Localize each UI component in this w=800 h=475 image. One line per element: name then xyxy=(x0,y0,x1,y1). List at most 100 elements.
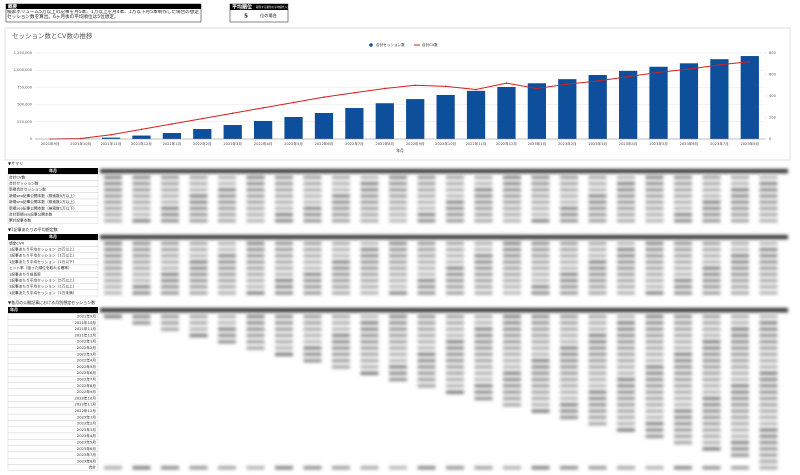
blurred-cell xyxy=(531,266,550,270)
blurred-cell xyxy=(246,241,265,245)
blurred-cell xyxy=(645,359,664,363)
blurred-cell xyxy=(617,340,635,344)
blurred-header xyxy=(100,308,788,313)
blurred-cell xyxy=(674,365,692,369)
blurred-cell xyxy=(218,241,236,245)
x-tick-label: 2022年7月 xyxy=(345,141,364,146)
blurred-cell xyxy=(702,254,721,258)
blurred-cell xyxy=(218,285,236,289)
blurred-cell xyxy=(702,333,721,338)
blurred-cell xyxy=(531,359,550,363)
blurred-cell xyxy=(645,415,664,419)
blurred-cell xyxy=(218,248,236,252)
blurred-cell xyxy=(474,194,493,198)
blurred-cell xyxy=(417,352,436,356)
blurred-cell xyxy=(303,279,322,283)
blurred-cell xyxy=(189,321,208,325)
blurred-cell xyxy=(617,182,635,186)
blurred-cell xyxy=(560,194,578,198)
blurred-cell xyxy=(132,272,151,276)
blurred-cell xyxy=(360,188,379,192)
row-label: 合計セッション数 xyxy=(9,181,39,186)
blurred-cell xyxy=(531,279,550,283)
blurred-cell xyxy=(246,279,265,283)
blurred-cell xyxy=(446,384,464,388)
blurred-cell xyxy=(617,321,635,325)
blurred-cell xyxy=(332,291,350,295)
blurred-cell xyxy=(588,272,607,276)
blurred-cell xyxy=(446,213,464,217)
blurred-cell xyxy=(303,206,322,210)
blurred-cell xyxy=(645,377,664,382)
blurred-cell xyxy=(674,254,692,258)
blurred-cell xyxy=(617,371,635,375)
blurred-cell xyxy=(218,266,236,270)
blurred-cell xyxy=(389,377,407,382)
blurred-cell xyxy=(275,340,293,344)
blurred-cell xyxy=(731,434,749,438)
legend-label: 合計セッション数 xyxy=(376,42,405,47)
blurred-cell xyxy=(474,384,493,388)
blurred-cell xyxy=(104,194,122,198)
blurred-cell xyxy=(645,248,664,252)
blurred-cell xyxy=(218,182,236,186)
blurred-cell xyxy=(560,346,578,350)
blurred-cell xyxy=(246,194,265,198)
header-row xyxy=(8,168,98,175)
row-label: 1記事あたり平均セッション（5万以上） xyxy=(9,247,76,252)
blurred-cell xyxy=(759,447,778,451)
blurred-cell xyxy=(731,321,749,325)
blurred-cell xyxy=(560,260,578,264)
point xyxy=(171,123,173,125)
blurred-cell xyxy=(759,403,778,407)
blurred-cell xyxy=(417,213,436,217)
blurred-cell xyxy=(332,175,350,179)
blurred-cell xyxy=(332,254,350,258)
blurred-cell xyxy=(332,352,350,356)
blurred-cell xyxy=(332,359,350,363)
blurred-cell xyxy=(674,396,692,401)
blurred-cell xyxy=(132,175,151,179)
blurred-cell xyxy=(531,409,550,413)
legend-swatch xyxy=(369,43,373,47)
blurred-cell xyxy=(645,200,664,204)
blurred-cell xyxy=(446,182,464,186)
blurred-cell xyxy=(759,291,778,295)
blurred-cell xyxy=(702,415,721,419)
blurred-cell xyxy=(389,365,407,369)
blurred-cell xyxy=(303,466,322,470)
blurred-cell xyxy=(674,422,692,426)
blurred-cell xyxy=(104,314,122,319)
x-tick-label: 2023年1月 xyxy=(528,141,547,146)
blurred-cell xyxy=(332,327,350,331)
blurred-cell xyxy=(446,260,464,264)
blurred-cell xyxy=(246,321,265,325)
blurred-cell xyxy=(104,466,122,470)
blurred-cell xyxy=(474,182,493,186)
blurred-cell xyxy=(161,254,179,258)
blurred-cell xyxy=(674,314,692,319)
blurred-cell xyxy=(275,321,293,325)
blurred-cell xyxy=(503,403,521,407)
point xyxy=(505,82,508,84)
blurred-cell xyxy=(218,279,236,283)
bar xyxy=(588,75,607,139)
point xyxy=(596,80,599,82)
blurred-cell xyxy=(560,340,578,344)
header-label: 年月 xyxy=(49,233,57,239)
blurred-cell xyxy=(389,272,407,276)
blurred-cell xyxy=(759,266,778,270)
blurred-cell xyxy=(645,182,664,186)
blurred-cell xyxy=(588,340,607,344)
x-tick-label: 2022年4月 xyxy=(254,141,273,146)
point xyxy=(110,133,112,136)
blurred-cell xyxy=(645,321,664,325)
blurred-cell xyxy=(132,314,151,319)
blurred-cell xyxy=(560,254,578,258)
blurred-cell xyxy=(104,260,122,264)
blurred-cell xyxy=(702,266,721,270)
blurred-cell xyxy=(702,371,721,375)
blurred-cell xyxy=(531,219,550,223)
blurred-cell xyxy=(218,327,236,331)
row-label: 合計新規seo記事公開本数 xyxy=(9,212,53,217)
